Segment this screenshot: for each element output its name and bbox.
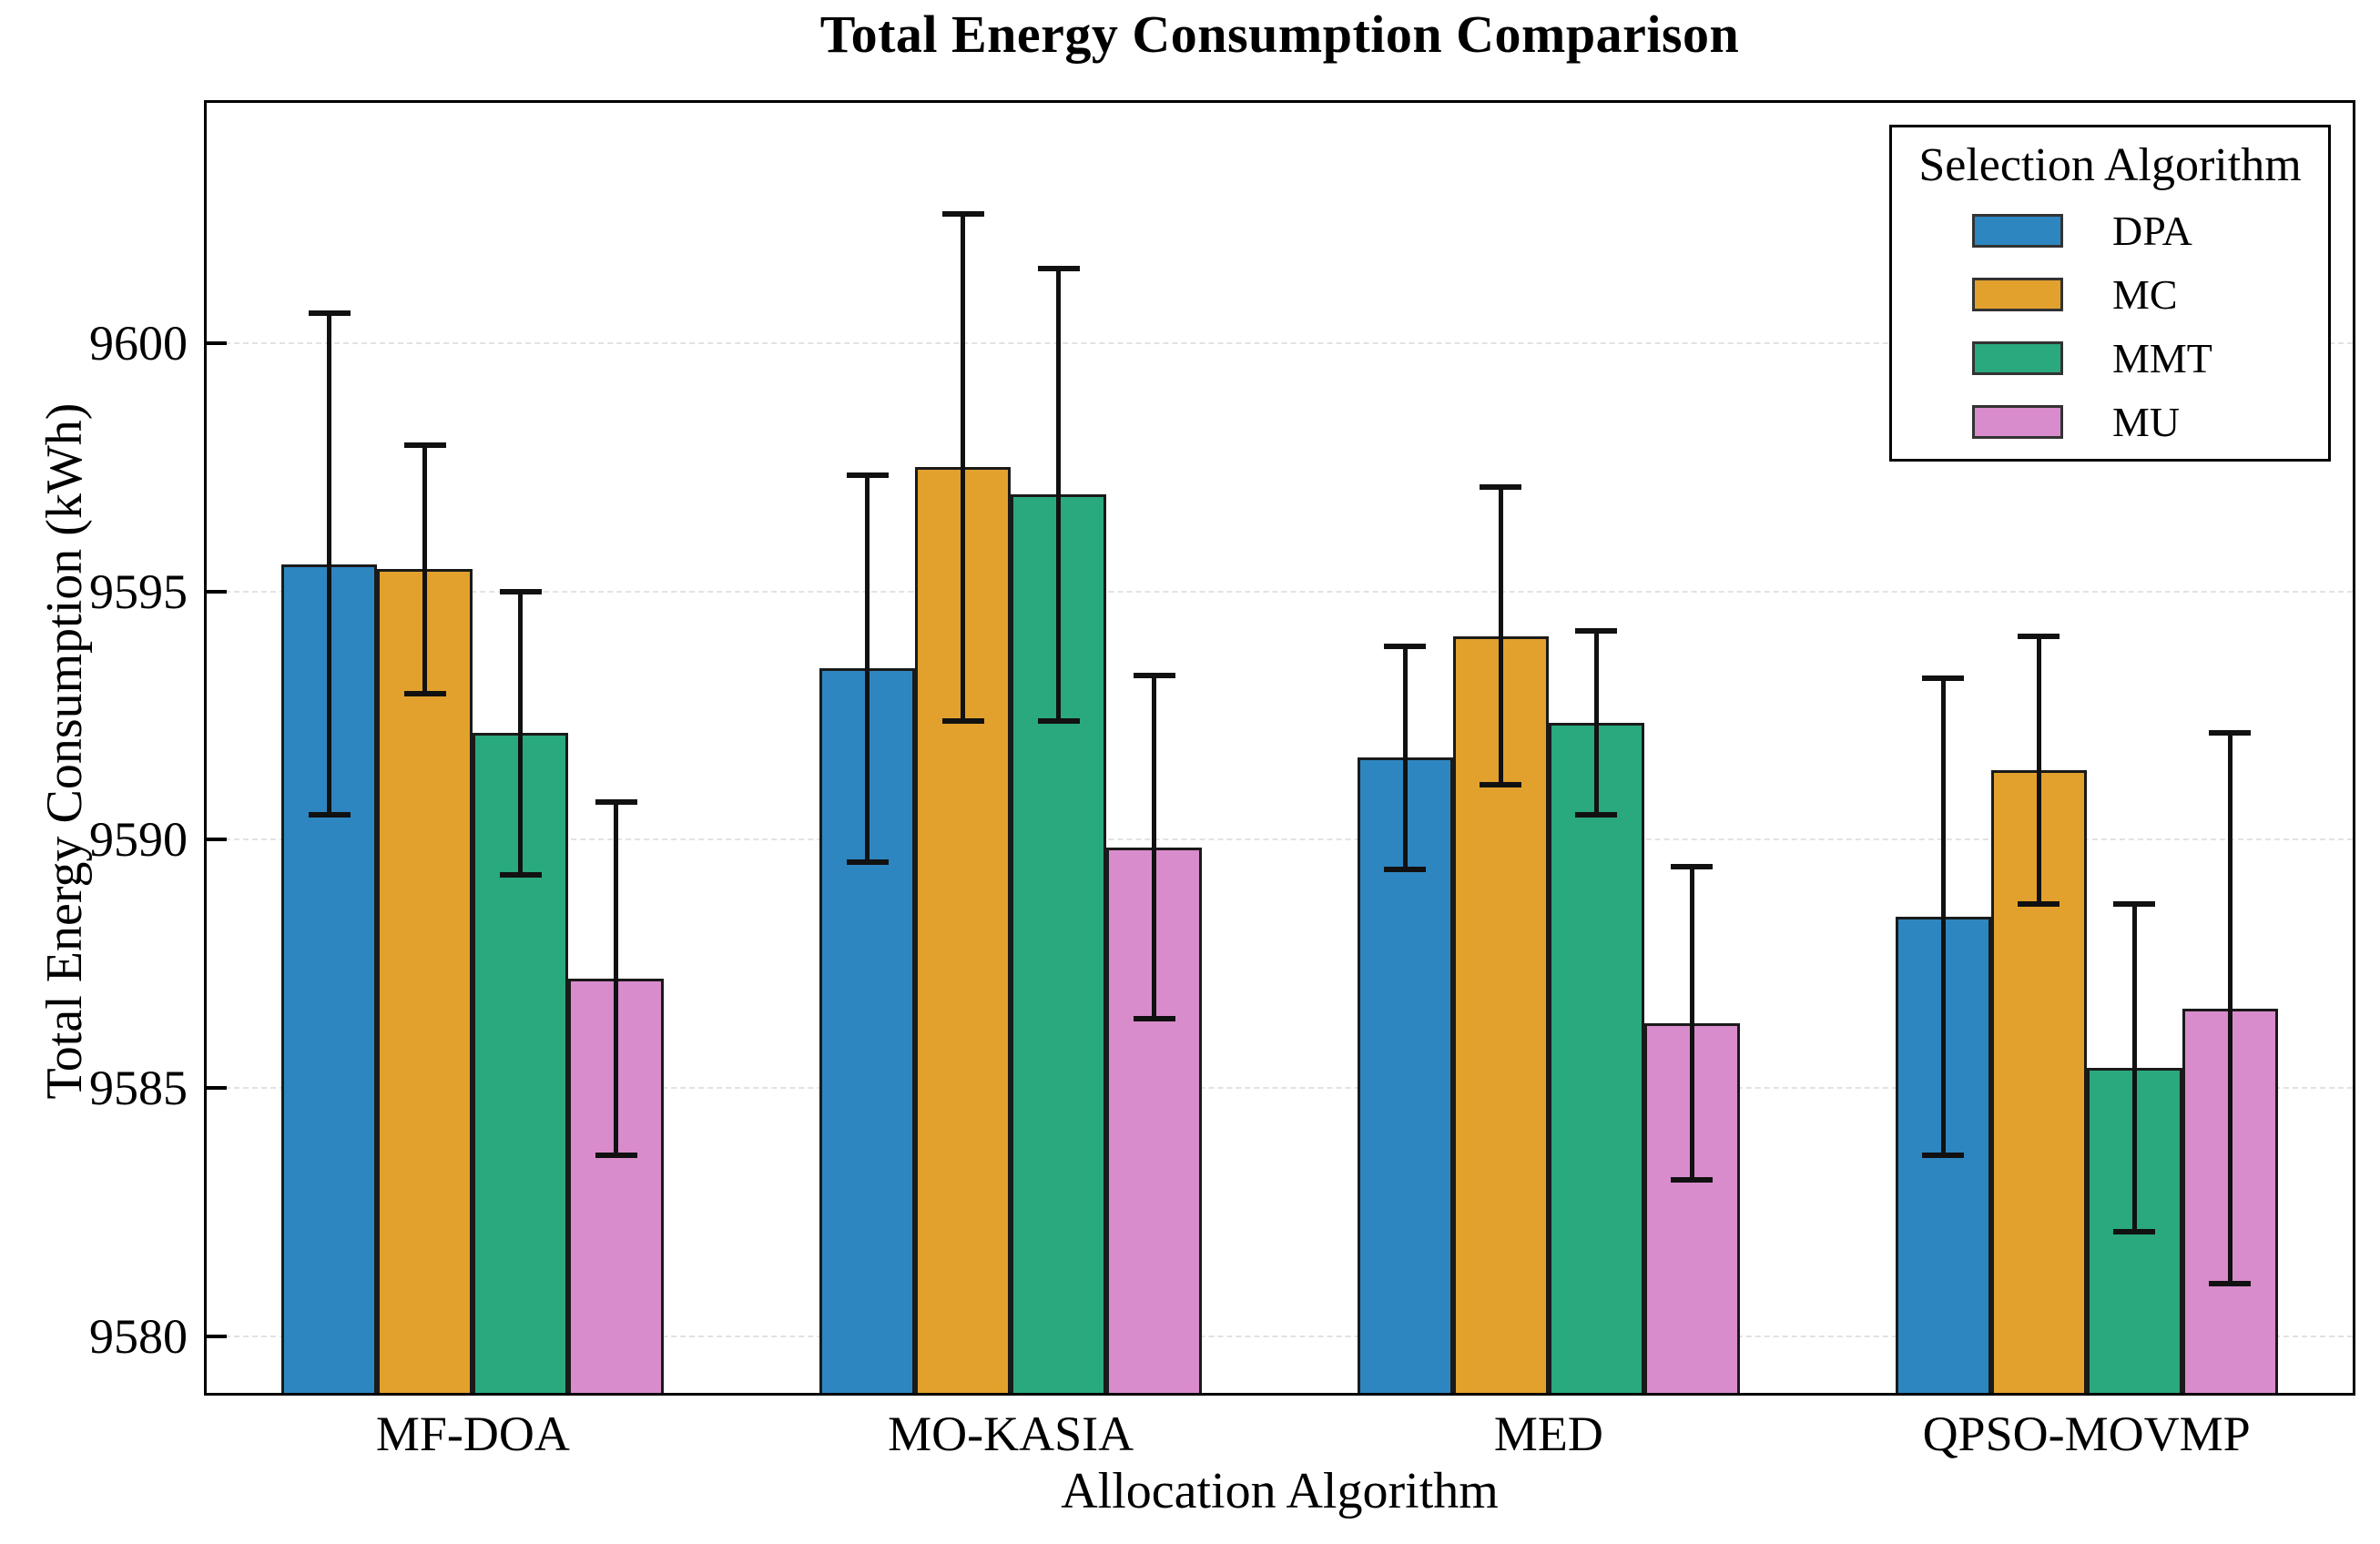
error-bar-cap-top [499, 588, 542, 594]
legend-item-dpa: DPA [1892, 198, 2328, 262]
error-bar-cap-top [1575, 628, 1618, 635]
error-bar-cap-bottom [1575, 812, 1618, 818]
error-bar-cap-top [595, 799, 637, 806]
error-bar [1940, 678, 1946, 1155]
x-axis-title: Allocation Algorithm [1061, 1463, 1499, 1519]
legend-item-mu: MU [1892, 390, 2328, 453]
error-bar-cap-top [1133, 673, 1175, 679]
y-tick-mark [207, 589, 227, 594]
error-bar [2036, 635, 2041, 905]
error-bar-cap-bottom [2018, 901, 2060, 908]
y-gridline [207, 1335, 2353, 1337]
y-gridline [207, 1086, 2353, 1089]
y-tick-label: 9595 [89, 564, 188, 619]
legend-label: DPA [2112, 207, 2192, 254]
error-bar [1152, 676, 1157, 1019]
error-bar-cap-bottom [1671, 1176, 1714, 1183]
y-gridline [207, 590, 2353, 593]
y-tick-label: 9585 [89, 1060, 188, 1115]
error-bar-cap-bottom [403, 690, 446, 696]
x-tick-label: MO-KASIA [888, 1407, 1134, 1461]
error-bar-cap-bottom [846, 858, 889, 865]
bar-mmt-2 [1548, 723, 1644, 1396]
error-bar-cap-bottom [595, 1152, 637, 1158]
error-bar-cap-top [846, 472, 889, 478]
error-bar [1498, 487, 1503, 786]
y-gridline [207, 342, 2353, 345]
legend-label: MU [2112, 398, 2181, 445]
plot-area [204, 100, 2355, 1396]
y-tick-label: 9600 [89, 316, 188, 371]
mmt-color-swatch [1972, 340, 2063, 375]
error-bar-cap-bottom [308, 812, 351, 818]
legend-item-mmt: MMT [1892, 326, 2328, 390]
error-bar [327, 313, 332, 816]
error-bar-cap-bottom [1922, 1152, 1965, 1158]
error-bar [2227, 733, 2233, 1285]
error-bar-cap-bottom [2209, 1281, 2252, 1287]
error-bar-cap-top [1922, 676, 1965, 682]
error-bar-cap-bottom [1133, 1015, 1175, 1021]
error-bar-cap-top [308, 310, 351, 317]
y-gridline [207, 838, 2353, 841]
legend: Selection Algorithm DPA MC MMT MU [1889, 125, 2331, 462]
error-bar-cap-top [403, 442, 446, 448]
x-tick-label: MF-DOA [375, 1407, 570, 1461]
error-bar [961, 214, 966, 721]
dpa-color-swatch [1972, 213, 2063, 248]
error-bar-cap-top [2113, 901, 2156, 908]
error-bar [865, 474, 870, 862]
error-bar-cap-top [1480, 484, 1522, 491]
chart-title: Total Energy Consumption Comparison [819, 5, 1740, 64]
legend-label: MMT [2112, 334, 2212, 381]
y-tick-mark [207, 1085, 227, 1090]
error-bar-cap-bottom [2113, 1229, 2156, 1235]
error-bar-cap-bottom [1480, 782, 1522, 788]
y-tick-mark [207, 838, 227, 842]
y-tick-label: 9590 [89, 812, 188, 868]
legend-item-mc: MC [1892, 262, 2328, 326]
error-bar [422, 444, 428, 694]
error-bar-cap-top [1671, 864, 1714, 870]
legend-title: Selection Algorithm [1918, 139, 2302, 191]
error-bar [518, 591, 524, 875]
error-bar [1402, 645, 1408, 870]
error-bar-cap-top [1384, 643, 1427, 649]
error-bar-cap-top [1037, 266, 1080, 272]
error-bar-cap-bottom [1384, 867, 1427, 873]
error-bar-cap-bottom [1037, 717, 1080, 724]
legend-items: DPA MC MMT MU [1892, 198, 2328, 453]
error-bar [1056, 269, 1062, 721]
error-bar [614, 802, 619, 1155]
error-bar [2131, 904, 2137, 1233]
y-tick-mark [207, 341, 227, 346]
error-bar-cap-bottom [941, 717, 984, 724]
x-tick-label: MED [1493, 1407, 1603, 1461]
legend-label: MC [2112, 270, 2178, 318]
y-tick-label: 9580 [89, 1308, 188, 1364]
error-bar-cap-bottom [499, 871, 542, 878]
error-bar-cap-top [2018, 633, 2060, 639]
error-bar-cap-top [941, 211, 984, 218]
mu-color-swatch [1972, 404, 2063, 439]
x-tick-label: QPSO-MOVMP [1922, 1407, 2251, 1461]
y-tick-mark [207, 1334, 227, 1338]
error-bar-cap-top [2209, 730, 2252, 736]
error-bar [1593, 631, 1599, 816]
error-bar [1689, 867, 1694, 1180]
mc-color-swatch [1972, 277, 2063, 311]
